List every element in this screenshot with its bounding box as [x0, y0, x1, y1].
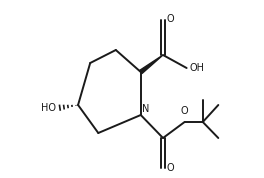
Text: O: O [167, 163, 175, 173]
Text: O: O [167, 14, 175, 24]
Text: OH: OH [190, 63, 205, 73]
Text: HO: HO [41, 103, 56, 113]
Polygon shape [140, 55, 163, 74]
Text: N: N [142, 104, 150, 114]
Text: O: O [181, 106, 188, 116]
